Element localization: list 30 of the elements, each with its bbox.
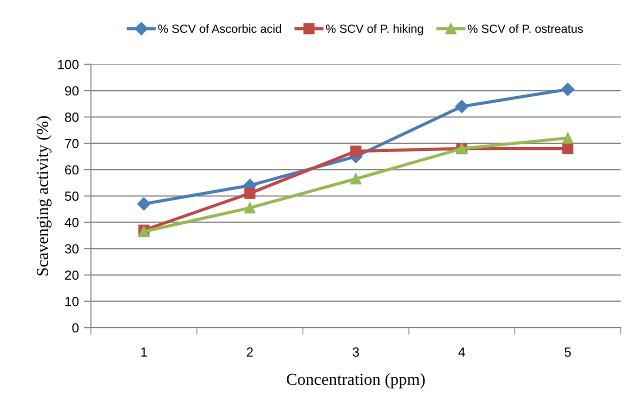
y-tick-label: 80 (65, 112, 79, 122)
point (562, 143, 574, 154)
legend-label: % SCV of P. hiking (326, 24, 423, 36)
y-tick-label: 70 (65, 138, 79, 148)
y-tick-label: 60 (65, 165, 79, 175)
x-tick-label: 1 (141, 348, 147, 357)
x-tick-label: 3 (352, 347, 359, 357)
y-tick-label: 0 (72, 323, 79, 333)
x-tick-label: 2 (246, 347, 253, 357)
legend-label: % SCV of P. ostreatus (468, 24, 583, 33)
point (350, 173, 362, 184)
point (244, 188, 256, 199)
point (350, 146, 362, 157)
point (137, 197, 150, 210)
y-tick-label: 10 (65, 296, 79, 306)
y-axis-title: Scavenging activity (%) (36, 116, 52, 276)
point (561, 82, 574, 96)
y-tick-label: 20 (65, 270, 79, 280)
point (455, 100, 468, 114)
x-tick-label: 5 (564, 348, 571, 357)
point (244, 202, 256, 214)
x-axis-title: Concentration (ppm) (286, 373, 425, 388)
y-tick-label: 100 (58, 60, 79, 70)
x-tick-label: 4 (458, 348, 466, 357)
y-tick-label: 40 (64, 218, 79, 228)
legend-label: % SCV of Ascorbic acid (158, 24, 282, 33)
y-tick-label: 50 (64, 192, 79, 201)
y-tick-label: 90 (65, 86, 79, 96)
y-tick-label: 30 (64, 244, 79, 254)
point (562, 132, 574, 144)
